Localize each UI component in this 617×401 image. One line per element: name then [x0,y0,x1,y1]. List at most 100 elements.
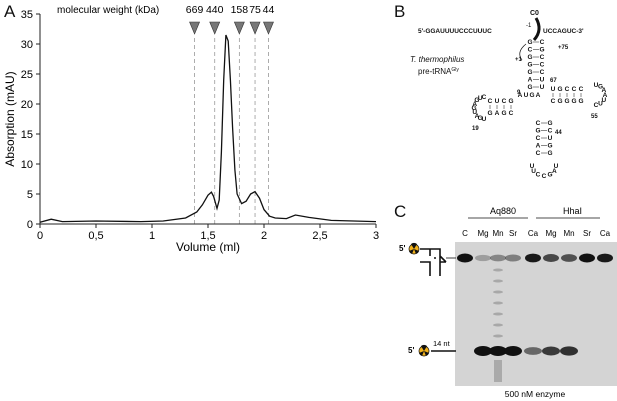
nucleotide: G [527,84,532,91]
nucleotide: G [478,115,483,122]
lane-label: Ca [600,229,611,238]
marker-guides [194,38,269,224]
substrate-band [457,253,473,263]
marker-label: 158 [231,4,249,16]
nucleotide: U [548,135,553,142]
y-axis-ticks: 0 5 10 15 20 25 30 35 [21,9,40,231]
x-tick-label: 0,5 [88,230,103,242]
pos-9-label: 9 [517,90,521,96]
product-five-prime: 5' [408,346,414,355]
cleavage-site-label: C0 [530,10,539,17]
marker-triangle-icon [249,21,261,35]
nucleotide: A [518,92,523,99]
nucleotide: G [547,150,552,157]
lane-smear [494,360,502,382]
trna-structure: 5'-GGAUUUUCCCUUUC UCCAGUC-3' C0 -1 +1 +7… [410,10,608,180]
chromatogram-chart: 0 5 10 15 20 25 30 35 0 0,5 1 1,5 2 2,5 3 molecular w… [3,4,379,254]
enzyme-caption: 500 nM enzyme [505,389,566,399]
nucleotide: U [472,109,477,116]
plus-one-pointer [519,43,527,61]
absorption-trace [39,34,377,223]
trna-icon [420,248,447,276]
nucleotide: U [554,163,559,170]
nucleotide: C [540,69,545,76]
radioactive-trefoil-product [419,344,429,356]
nucleotide: G [598,83,603,90]
marker-title: molecular weight (kDa) [57,5,159,16]
ladder-smear [493,290,503,294]
lane-label: Mn [492,229,503,238]
nucleotide: G [547,120,552,127]
lane-label: Mn [563,229,574,238]
nucleotide: A [536,92,541,99]
nucleotide: G [535,128,540,135]
nucleotide: A [472,101,477,108]
group-label-hhai: HhaI [563,206,582,216]
x-axis-label: Volume (ml) [176,240,240,254]
nucleotide: U [482,116,487,123]
product-size-label: 14 nt [433,339,451,348]
substrate-band [475,254,491,262]
pos-67-label: 67 [550,78,557,84]
nucleotide: G [571,98,576,105]
panel-label-b: B [394,2,406,21]
marker-triangle-icon [233,21,245,35]
nucleotide: A [475,113,480,120]
nucleotide: U [540,84,545,91]
nucleotide: G [527,69,532,76]
gel-image [455,242,617,386]
product-band [542,346,560,356]
trna-label: pre-tRNAGly [418,67,459,76]
lane-label: C [462,229,468,238]
nucleotide: G [471,105,476,112]
pos-44-label: 44 [555,130,562,136]
nucleotide: C [536,135,541,142]
panel-label-c: C [394,202,407,221]
nucleotide: G [508,98,513,105]
plus-75-label: +75 [558,45,569,51]
nucleotide: A [536,143,541,150]
nucleotide: C [536,120,541,127]
nucleotide: G [529,92,534,99]
nucleotide: A [552,168,557,175]
x-tick-label: 0 [37,230,43,242]
nucleotide: G [539,47,544,54]
marker-triangle-icon [263,21,274,35]
nucleotide: G [527,54,532,61]
y-tick-label: 30 [21,39,33,51]
substrate-band [505,254,521,262]
leader-sequence: 5'-GGAUUUUCCCUUUC [418,28,492,35]
nucleotide: G [557,86,562,93]
marker-triangle-icon [189,21,201,35]
lane-labels: C Mg Mn Sr Ca Mg Mn Sr Ca [462,229,611,238]
minus-one-label: -1 [526,23,532,29]
nucleotide: G [527,39,532,46]
x-tick-label: 1 [149,230,155,242]
y-tick-label: 0 [27,219,33,231]
y-tick-label: 10 [21,159,33,171]
substrate-band [579,253,595,263]
marker-label: 44 [263,4,275,16]
nucleotide: C [509,110,514,117]
nucleotide: G [547,172,552,179]
nucleotide: A [528,77,533,84]
nucleotide: G [501,110,506,117]
nucleotide: C [594,102,599,109]
gel-panel: Aq880 HhaI C Mg Mn Sr Ca Mg Mn Sr Ca 5' 5' 14 nt… [399,206,617,399]
y-tick-label: 20 [21,99,33,111]
x-tick-label: 2,5 [312,230,327,242]
panel-label-a: A [4,2,16,21]
nucleotide: U [598,101,603,108]
nucleotide: G [487,110,492,117]
trailer-sequence: UCCAGUC-3' [543,28,584,35]
nucleotide: U [594,82,599,89]
nucleotide: C [502,98,507,105]
ladder-smear [493,268,503,272]
nucleotide: U [524,92,529,99]
x-tick-label: 2 [261,230,267,242]
y-tick-label: 25 [21,69,33,81]
ladder-smear [493,312,503,316]
ladder-smear [493,323,503,327]
pos-19-label: 19 [472,126,479,132]
